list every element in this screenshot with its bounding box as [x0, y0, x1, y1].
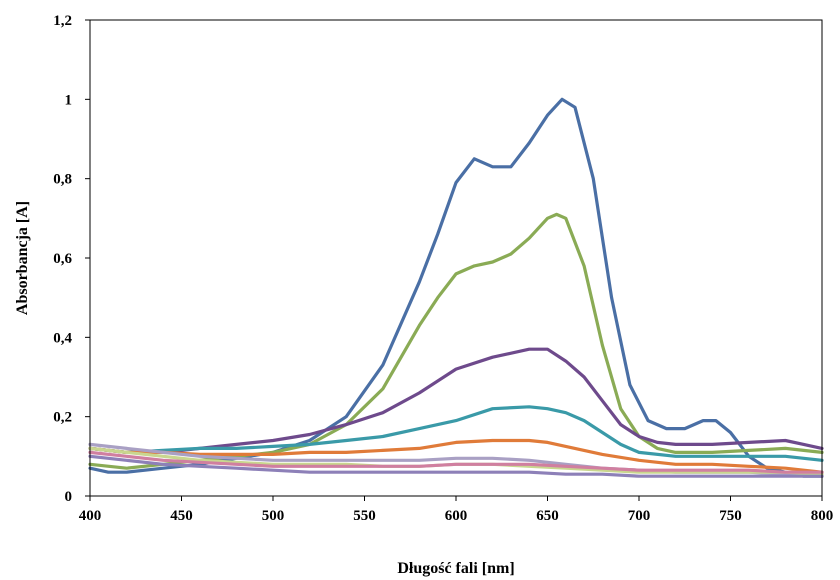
x-tick-label: 600: [445, 508, 468, 524]
x-tick-label: 800: [811, 508, 834, 524]
x-tick-label: 400: [79, 508, 102, 524]
y-tick-label: 0,4: [53, 330, 72, 346]
x-axis-title: Długość fali [nm]: [397, 560, 514, 577]
tick-labels-layer: 400 450 500 550 600 650 700 750 800 0 0,2 0,4 0,6 0,8…: [53, 13, 833, 524]
x-tick-label: 750: [719, 508, 742, 524]
x-tick-label: 450: [170, 508, 193, 524]
series-line-4: [88, 405, 824, 462]
series-line-5: [88, 438, 824, 474]
y-tick-label: 0,2: [53, 410, 72, 426]
series-line-8: [88, 450, 824, 474]
y-tick-label: 0,6: [53, 251, 72, 267]
y-axis-title: Absorbancja [A]: [14, 201, 31, 315]
y-tick-label: 0,8: [53, 172, 72, 188]
series-line-9: [88, 454, 824, 478]
ticks-layer: [85, 19, 823, 501]
y-tick-label: 1: [65, 92, 73, 108]
series-line-3: [88, 347, 824, 454]
x-tick-label: 500: [262, 508, 285, 524]
y-tick-label: 1,2: [53, 13, 72, 29]
x-tick-label: 700: [628, 508, 651, 524]
x-tick-label: 550: [353, 508, 376, 524]
series-layer: [88, 97, 824, 478]
y-tick-label: 0: [65, 489, 73, 505]
x-tick-label: 650: [536, 508, 559, 524]
